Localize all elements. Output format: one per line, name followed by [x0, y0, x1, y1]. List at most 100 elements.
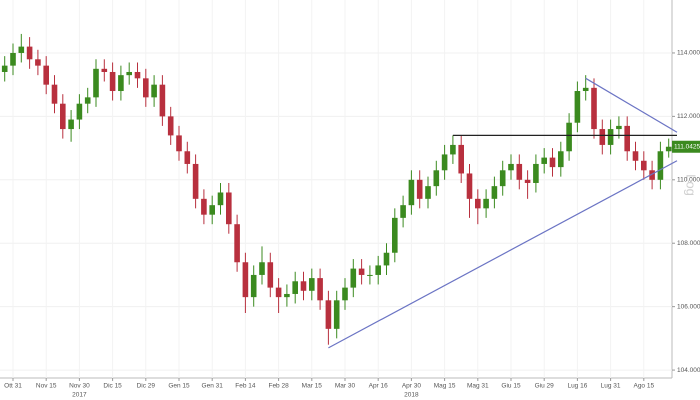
- x-tick-label: Mag 31: [467, 383, 489, 390]
- last-price-tag: [672, 140, 700, 153]
- x-tick-label: Gen 15: [168, 383, 190, 390]
- candle-body: [641, 160, 647, 171]
- candle-body: [375, 265, 381, 275]
- x-tick-label: Dic 15: [103, 383, 122, 390]
- candle-body: [607, 129, 614, 145]
- candle-body: [325, 300, 332, 329]
- candle-body: [566, 122, 572, 152]
- candle-body: [591, 87, 597, 130]
- candle-body: [416, 179, 423, 199]
- candle-body: [425, 186, 431, 199]
- y-tick-label: 110.0000: [677, 177, 700, 184]
- candle-body: [400, 205, 406, 218]
- candle-body: [392, 217, 398, 253]
- candle-body: [134, 71, 141, 79]
- candle-body: [475, 198, 481, 209]
- x-tick-label: Nov 15: [36, 383, 57, 390]
- x-tick-label: Gen 31: [202, 383, 224, 390]
- x-tick-label: Apr 16: [369, 383, 389, 390]
- y-tick-label: 108.0000: [677, 240, 700, 247]
- candle-body: [242, 262, 249, 298]
- candle-body: [317, 278, 323, 301]
- candle-body: [1, 65, 8, 72]
- candle-body: [275, 287, 282, 298]
- candle-body: [616, 125, 622, 130]
- trendline: [328, 160, 678, 349]
- candle-body: [284, 293, 290, 298]
- candle-body: [541, 157, 547, 164]
- candle-body: [68, 119, 74, 130]
- candle-body: [84, 97, 91, 104]
- x-tick-label: Feb 28: [268, 383, 289, 390]
- candle-body: [93, 68, 99, 98]
- candle-body: [176, 135, 182, 152]
- candle-body: [333, 300, 340, 329]
- candle-body: [524, 179, 531, 183]
- x-tick-label: Giu 15: [501, 383, 521, 390]
- candle-body: [167, 116, 174, 136]
- candle-body: [657, 151, 664, 180]
- candle-body: [118, 75, 124, 92]
- candle-body: [599, 129, 606, 145]
- candle-body: [18, 46, 25, 53]
- x-tick-label: Nov 30: [69, 383, 90, 390]
- candle-body: [184, 151, 191, 164]
- candle-body: [408, 179, 415, 206]
- y-tick-label: 104.0000: [677, 367, 700, 374]
- candle-body: [250, 274, 257, 298]
- candle-body: [234, 224, 240, 263]
- candle-body: [632, 151, 639, 161]
- candle-body: [558, 151, 564, 168]
- candle-body: [582, 87, 589, 92]
- y-tick-label: 114.0000: [677, 50, 700, 57]
- candle-body: [26, 46, 33, 60]
- candle-body: [192, 163, 199, 199]
- candle-body: [491, 186, 498, 199]
- last-price-label: 111.0425: [674, 143, 700, 150]
- x-tick-label: Mag 15: [434, 383, 456, 390]
- candle-body: [43, 65, 49, 85]
- candle-body: [549, 157, 556, 168]
- candle-body: [350, 268, 357, 288]
- candle-body: [60, 103, 66, 130]
- candle-body: [201, 198, 207, 215]
- candle-body: [450, 144, 456, 155]
- candle-body: [342, 287, 348, 301]
- candle-body: [226, 192, 232, 225]
- candle-body: [574, 91, 581, 123]
- y-tick-label: 106.0000: [677, 303, 700, 310]
- candle-body: [367, 274, 373, 276]
- x-tick-label: Ott 31: [4, 383, 22, 390]
- candle-body: [76, 103, 83, 120]
- candle-body: [508, 163, 514, 171]
- y-tick-label: 112.0000: [677, 113, 700, 120]
- candle-body: [292, 281, 298, 294]
- candle-body: [358, 268, 365, 275]
- candle-body: [466, 173, 473, 199]
- candle-body: [209, 205, 215, 215]
- candle-body: [665, 146, 672, 152]
- candle-body: [300, 281, 307, 291]
- candle-body: [649, 170, 655, 180]
- candle-body: [151, 84, 157, 98]
- candle-body: [217, 192, 224, 206]
- x-tick-label: Ago 15: [633, 383, 654, 390]
- candle-body: [267, 262, 274, 288]
- candle-body: [516, 163, 523, 180]
- candle-body: [624, 125, 630, 152]
- candle-body: [109, 71, 116, 92]
- year-label: 2017: [72, 392, 87, 399]
- candle-body: [159, 84, 166, 117]
- x-tick-label: Mar 15: [302, 383, 323, 390]
- scale-label: Log: [684, 174, 699, 196]
- candle-body: [441, 154, 448, 171]
- candle-body: [101, 68, 108, 72]
- candle-body: [259, 262, 265, 275]
- candle-body: [499, 170, 506, 187]
- x-tick-label: Feb 14: [235, 383, 256, 390]
- candle-body: [533, 163, 539, 183]
- x-tick-label: Lug 16: [567, 383, 587, 390]
- candle-body: [10, 52, 16, 66]
- trendline: [585, 77, 678, 133]
